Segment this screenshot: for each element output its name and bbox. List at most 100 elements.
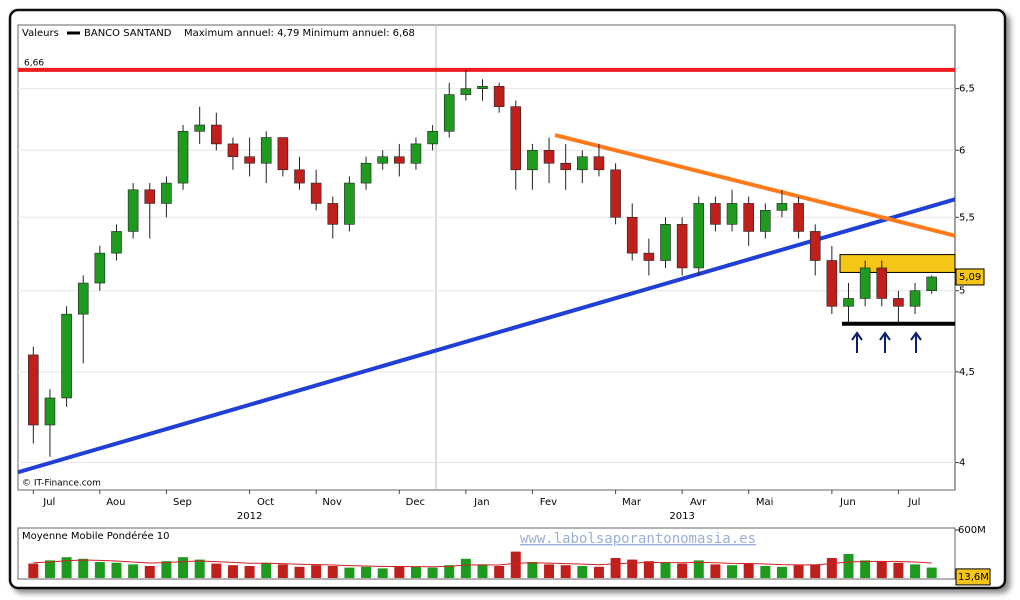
candle-body bbox=[161, 182, 172, 204]
candle-body bbox=[244, 156, 255, 164]
candle-body bbox=[28, 354, 39, 426]
volume-bar bbox=[776, 566, 787, 578]
volume-bar bbox=[693, 560, 704, 578]
volume-title: Moyenne Mobile Pondérée 10 bbox=[22, 530, 170, 542]
volume-bar bbox=[327, 566, 338, 578]
candle-body bbox=[360, 162, 372, 184]
y-tick-label: 5,5 bbox=[959, 212, 975, 223]
volume-bar bbox=[727, 565, 738, 578]
candle-body bbox=[277, 137, 289, 171]
candle-body bbox=[410, 143, 422, 164]
year-label: 2012 bbox=[237, 511, 262, 522]
volume-bar bbox=[444, 565, 455, 578]
volume-bar bbox=[527, 562, 538, 578]
volume-bar bbox=[111, 562, 122, 578]
trendline bbox=[554, 133, 956, 238]
candle-body bbox=[477, 85, 488, 89]
candle-body bbox=[693, 203, 705, 269]
candle-body bbox=[760, 210, 771, 232]
volume-bar bbox=[560, 565, 571, 578]
last-price-label: 5,09 bbox=[959, 272, 981, 283]
candle-body bbox=[560, 162, 571, 171]
candle-body bbox=[660, 224, 671, 261]
x-tick-label: Nov bbox=[322, 497, 342, 508]
candle-body bbox=[460, 88, 472, 95]
volume-bar bbox=[161, 561, 172, 578]
candle-body bbox=[493, 85, 505, 107]
volume-bar bbox=[144, 566, 155, 578]
x-tick-label: Jul bbox=[907, 497, 920, 508]
candle-body bbox=[327, 203, 339, 225]
volume-bar bbox=[460, 558, 471, 578]
candle-body bbox=[626, 217, 638, 254]
volume-bar bbox=[311, 565, 322, 578]
candle-body bbox=[227, 143, 239, 158]
legend-name: BANCO SANTAND bbox=[84, 28, 172, 39]
volume-bar bbox=[128, 564, 139, 578]
volume-bar bbox=[78, 558, 89, 578]
volume-bar bbox=[61, 557, 72, 578]
volume-bar bbox=[244, 566, 255, 578]
candle-body bbox=[893, 298, 904, 307]
x-tick-label: Mai bbox=[756, 497, 774, 508]
candle-body bbox=[144, 189, 156, 204]
candle-body bbox=[543, 149, 555, 164]
candle-body bbox=[510, 106, 522, 171]
candle-body bbox=[527, 149, 538, 171]
volume-bar bbox=[494, 566, 505, 578]
volume-bar bbox=[178, 557, 189, 578]
x-tick-label: Avr bbox=[690, 497, 707, 508]
volume-bar bbox=[544, 564, 555, 578]
candle-body bbox=[211, 124, 222, 145]
x-tick-label: Jan bbox=[473, 497, 489, 508]
x-tick-label: Jun bbox=[839, 497, 856, 508]
candle-body bbox=[743, 203, 754, 232]
volume-bar bbox=[843, 554, 854, 578]
candle-body bbox=[676, 224, 688, 269]
volume-bar bbox=[893, 562, 904, 578]
volume-bar bbox=[261, 562, 272, 578]
candle-body bbox=[443, 94, 455, 132]
volume-bar bbox=[660, 562, 671, 578]
candle-body bbox=[593, 156, 605, 171]
volume-bar bbox=[793, 565, 804, 578]
candle-body bbox=[610, 169, 621, 218]
volume-bar bbox=[394, 566, 405, 578]
volume-bar bbox=[910, 564, 921, 578]
candle-body bbox=[94, 252, 106, 284]
candle-body bbox=[577, 156, 588, 171]
volume-bar bbox=[876, 561, 887, 578]
volume-bar bbox=[377, 568, 388, 578]
volume-tick-label: 600M bbox=[958, 525, 986, 536]
candle-body bbox=[310, 182, 322, 204]
volume-bar bbox=[28, 563, 39, 578]
candle-body bbox=[859, 267, 871, 299]
price-panel bbox=[17, 24, 956, 491]
y-tick-label: 6,5 bbox=[959, 84, 975, 95]
legend-info: Maximum annuel: 4,79 Minimum annuel: 6,6… bbox=[184, 28, 415, 39]
candle-body bbox=[294, 169, 305, 184]
volume-bar bbox=[743, 563, 754, 578]
volume-bar bbox=[510, 551, 521, 578]
y-tick-label: 6 bbox=[959, 145, 965, 156]
x-tick-label: Mar bbox=[622, 497, 642, 508]
candle-body bbox=[427, 130, 438, 145]
y-tick-label: 4 bbox=[959, 458, 965, 469]
volume-ma bbox=[33, 559, 932, 568]
volume-bar bbox=[593, 566, 604, 578]
volume-bar bbox=[94, 562, 105, 578]
zone bbox=[839, 254, 956, 273]
volume-bar bbox=[643, 561, 654, 578]
volume-bar bbox=[477, 564, 488, 578]
volume-bar bbox=[710, 564, 721, 578]
candle-body bbox=[926, 276, 937, 292]
volume-bar bbox=[294, 566, 305, 578]
candle-body bbox=[826, 260, 838, 307]
candle-body bbox=[876, 267, 888, 299]
volume-bar bbox=[577, 566, 588, 578]
candle-body bbox=[260, 137, 272, 164]
candle-body bbox=[643, 252, 655, 261]
volume-bar bbox=[610, 558, 621, 578]
